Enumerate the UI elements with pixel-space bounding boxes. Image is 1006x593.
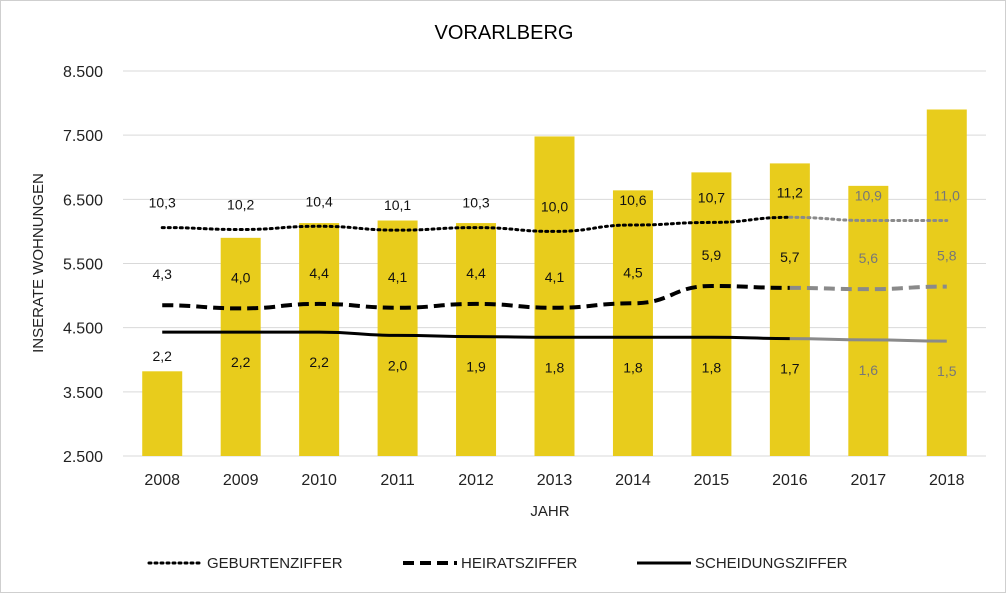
chart-title: VORARLBERG <box>435 22 574 44</box>
y-tick-label: 8.500 <box>63 64 103 81</box>
data-label: 4,0 <box>231 269 251 285</box>
bar <box>691 172 732 456</box>
x-tick-label: 2014 <box>615 472 651 489</box>
data-label: 10,0 <box>541 198 568 214</box>
data-label: 2,2 <box>309 354 329 370</box>
x-tick-label: 2015 <box>694 472 730 489</box>
data-label: 4,5 <box>623 264 643 280</box>
x-tick-label: 2012 <box>458 472 494 489</box>
data-label: 5,8 <box>937 248 957 264</box>
x-tick-label: 2013 <box>537 472 573 489</box>
y-tick-label: 3.500 <box>63 385 103 402</box>
x-tick-label: 2009 <box>223 472 259 489</box>
x-tick-label: 2016 <box>772 472 808 489</box>
data-label: 10,4 <box>306 193 333 209</box>
data-label: 10,9 <box>855 188 882 204</box>
x-tick-label: 2010 <box>301 472 337 489</box>
data-label: 1,6 <box>859 362 879 378</box>
data-label: 5,6 <box>859 250 879 266</box>
legend: GEBURTENZIFFER HEIRATSZIFFER SCHEIDUNGSZIF… <box>147 555 848 572</box>
data-label: 4,4 <box>466 265 486 281</box>
series-line-projection <box>788 215 949 223</box>
data-label: 10,3 <box>462 195 489 211</box>
data-label: 1,9 <box>466 359 486 375</box>
bar-layer <box>142 109 967 456</box>
legend-label: HEIRATSZIFFER <box>461 555 578 572</box>
series-line-projection <box>789 284 947 292</box>
data-label: 2,2 <box>152 348 172 364</box>
x-tick-layer: 2008 2009 2010 2011 2012 2013 2014 2015 2016 2017… <box>144 472 964 489</box>
legend-label: GEBURTENZIFFER <box>207 555 343 572</box>
data-label: 1,7 <box>780 361 800 377</box>
x-tick-label: 2011 <box>380 472 415 489</box>
y-tick-label: 4.500 <box>63 321 103 338</box>
data-label: 10,7 <box>698 189 725 205</box>
data-label: 11,0 <box>934 188 960 204</box>
data-label: 1,8 <box>623 359 643 375</box>
y-tick-label: 5.500 <box>63 257 103 274</box>
bar <box>534 136 575 456</box>
bar <box>220 237 261 456</box>
bar <box>456 223 497 456</box>
series-line <box>160 215 792 233</box>
series-line <box>162 283 790 311</box>
bar <box>612 190 653 456</box>
x-tick-label: 2008 <box>144 472 180 489</box>
y-tick-layer: 2.500 3.500 4.500 5.500 6.500 7.500 8.500 <box>63 64 103 466</box>
data-label: 4,3 <box>152 266 172 282</box>
x-tick-label: 2017 <box>851 472 887 489</box>
data-label: 1,8 <box>702 359 722 375</box>
data-label: 10,3 <box>149 195 176 211</box>
bar <box>142 371 183 456</box>
y-tick-label: 7.500 <box>63 128 103 145</box>
data-label: 10,1 <box>384 197 411 213</box>
bar <box>299 223 340 456</box>
data-label: 5,7 <box>780 249 800 265</box>
y-axis-label: INSERATE WOHNUNGEN <box>30 173 47 353</box>
data-label: 1,5 <box>937 363 957 379</box>
data-label: 1,8 <box>545 359 565 375</box>
bar <box>769 163 810 456</box>
data-label: 10,2 <box>227 196 254 212</box>
bar <box>377 220 418 456</box>
legend-label: SCHEIDUNGSZIFFER <box>695 555 848 572</box>
data-label: 4,1 <box>388 269 408 285</box>
data-label-layer: 10,3 10,2 10,4 10,1 10,3 10,0 10,6 10,7 11,2 10,9… <box>149 184 960 379</box>
series-line <box>162 330 790 341</box>
series-line-projection <box>789 337 947 343</box>
data-label: 4,4 <box>309 265 329 281</box>
data-label: 5,9 <box>702 247 722 263</box>
data-label: 2,2 <box>231 354 251 370</box>
bar <box>848 185 889 456</box>
data-label: 11,2 <box>777 184 803 200</box>
data-label: 2,0 <box>388 357 408 373</box>
x-axis-label: JAHR <box>530 503 569 520</box>
y-tick-label: 2.500 <box>63 449 103 466</box>
x-tick-label: 2018 <box>929 472 965 489</box>
y-tick-label: 6.500 <box>63 192 103 209</box>
line-layer <box>160 215 949 343</box>
data-label: 4,1 <box>545 269 565 285</box>
data-label: 10,6 <box>619 192 646 208</box>
bar <box>926 109 967 456</box>
